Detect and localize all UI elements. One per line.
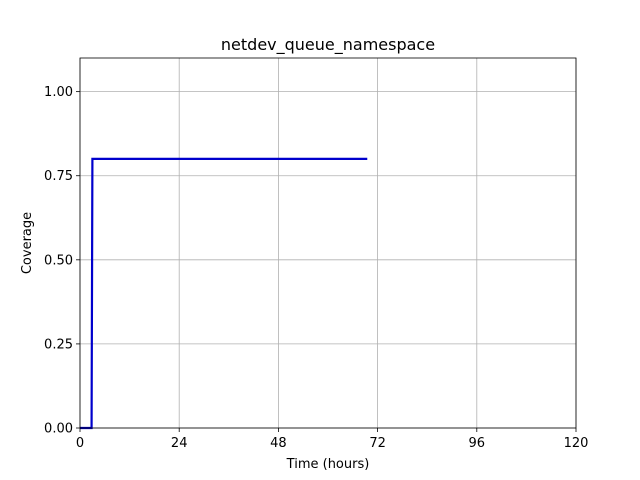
x-tick-label: 72 <box>369 436 386 451</box>
plot-frame <box>79 57 577 429</box>
y-tick-label: 0.25 <box>44 337 73 352</box>
x-tick-label: 96 <box>469 436 486 451</box>
x-axis-label: Time (hours) <box>286 457 370 472</box>
y-tick-label: 1.00 <box>44 85 73 100</box>
y-tick-label: 0.75 <box>44 169 73 184</box>
x-tick-label: 0 <box>76 436 84 451</box>
y-axis-label: Coverage <box>20 212 35 274</box>
y-tick-label: 0.00 <box>44 422 73 437</box>
x-tick-label: 120 <box>564 436 589 451</box>
chart-title: netdev_queue_namespace <box>221 35 435 55</box>
x-tick-label: 24 <box>171 436 188 451</box>
ticks: 0 24 48 72 96 120 0.00 0.25 0.50 0.75 1.00 <box>44 85 588 451</box>
x-tick-label: 48 <box>270 436 287 451</box>
y-tick-label: 0.50 <box>44 253 73 268</box>
